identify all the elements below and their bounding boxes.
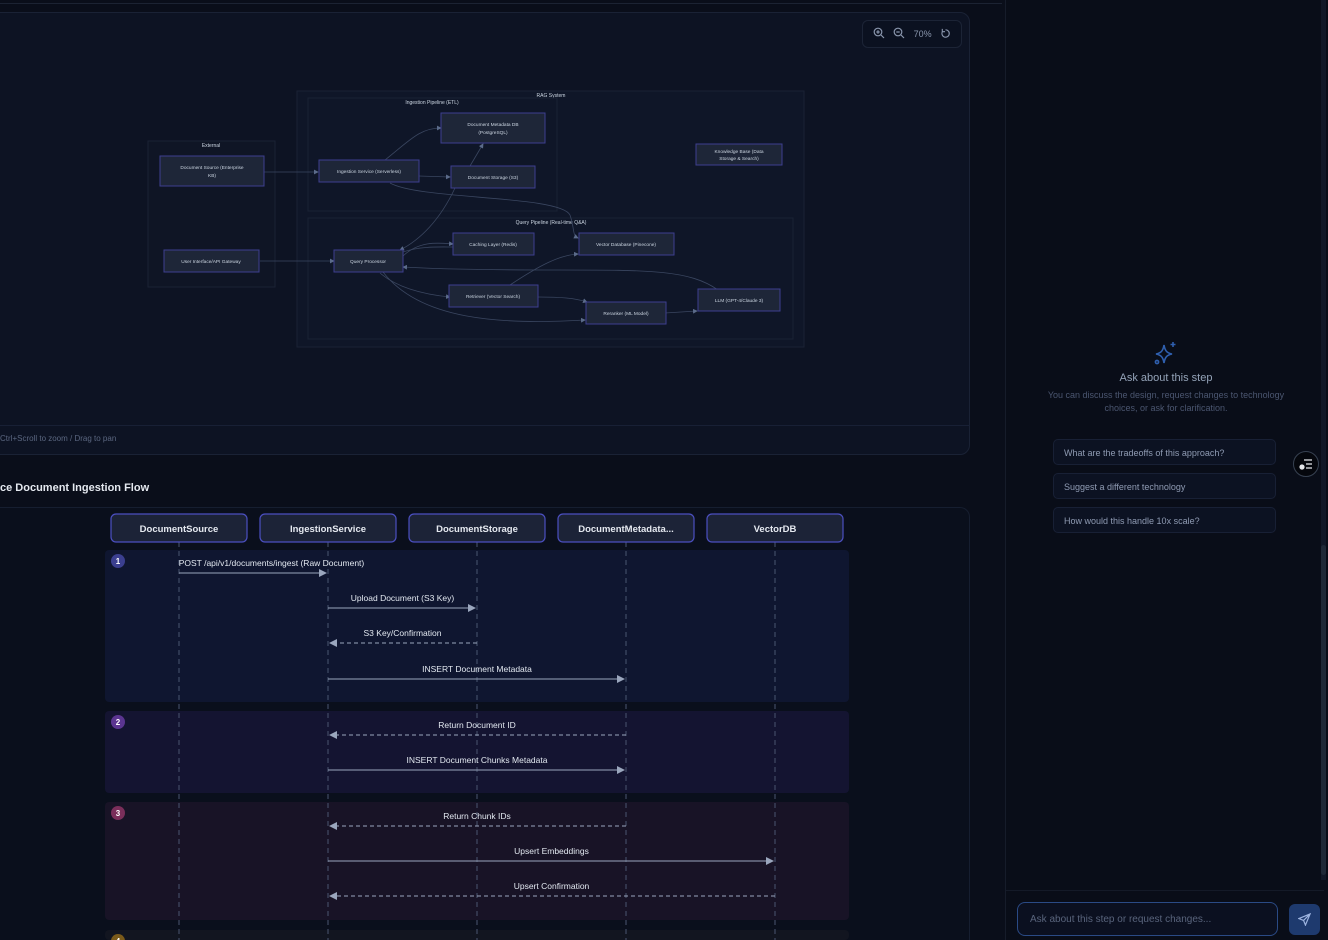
- svg-text:Knowledge Base (Data: Knowledge Base (Data: [714, 149, 763, 155]
- send-button[interactable]: [1289, 904, 1320, 935]
- message-label: POST /api/v1/documents/ingest (Raw Docum…: [179, 558, 365, 568]
- step-number-badge: 1: [111, 554, 125, 568]
- sequence-message: INSERT Document Metadata: [328, 664, 625, 683]
- list-settings-icon: [1299, 459, 1312, 470]
- svg-text:User Interface/API Gateway: User Interface/API Gateway: [181, 259, 241, 265]
- svg-text:Vector Database (Pinecone): Vector Database (Pinecone): [596, 242, 656, 248]
- participant-documentstorage[interactable]: DocumentStorage: [408, 513, 546, 543]
- sequence-message: Upload Document (S3 Key): [328, 593, 476, 612]
- message-label: S3 Key/Confirmation: [364, 628, 442, 638]
- group-label: Query Pipeline (Real-time Q&A): [516, 220, 587, 226]
- group-label: Ingestion Pipeline (ETL): [405, 100, 459, 106]
- step-number-badge: 4: [111, 934, 125, 940]
- svg-text:KB): KB): [208, 173, 216, 179]
- zoom-in-icon[interactable]: [873, 27, 885, 41]
- sequence-message: INSERT Document Chunks Metadata: [328, 755, 625, 774]
- scrollbar[interactable]: [1321, 0, 1326, 880]
- node-vector-database[interactable]: Vector Database (Pinecone): [578, 232, 675, 256]
- svg-text:1: 1: [116, 557, 121, 566]
- node-query-processor[interactable]: Query Processor: [333, 249, 404, 273]
- svg-text:Storage & Search): Storage & Search): [719, 156, 759, 162]
- sequence-message: Upsert Confirmation: [329, 881, 775, 900]
- participant-vectordb[interactable]: VectorDB: [706, 513, 844, 543]
- send-icon: [1298, 913, 1311, 926]
- toggle-panel-button[interactable]: [1293, 451, 1319, 477]
- sparkle-icon: [1154, 342, 1176, 365]
- svg-text:Caching Layer (Redis): Caching Layer (Redis): [469, 242, 517, 248]
- edges: [260, 125, 719, 323]
- zoom-out-icon[interactable]: [893, 27, 905, 41]
- zoom-level: 70%: [913, 29, 932, 39]
- svg-text:Document Source (Enterprise: Document Source (Enterprise: [180, 165, 244, 171]
- sequence-message: Return Chunk IDs: [329, 811, 626, 830]
- participant-documentmetadata[interactable]: DocumentMetadata...: [557, 513, 695, 543]
- message-label: INSERT Document Chunks Metadata: [407, 755, 548, 765]
- node-ingestion-service[interactable]: Ingestion Service (Serverless): [318, 159, 420, 183]
- main-panel: External RAG System Ingestion Pipeline (…: [0, 0, 1005, 940]
- svg-text:LLM (GPT-4/Claude 3): LLM (GPT-4/Claude 3): [715, 298, 764, 304]
- svg-text:Document Metadata DB: Document Metadata DB: [467, 122, 518, 128]
- node-document-storage[interactable]: Document Storage (S3): [450, 165, 536, 189]
- participant-ingestionservice[interactable]: IngestionService: [259, 513, 397, 543]
- svg-text:Query Processor: Query Processor: [350, 259, 386, 265]
- svg-text:DocumentSource: DocumentSource: [140, 524, 219, 535]
- step-number-badge: 2: [111, 715, 125, 729]
- chat-empty-title: Ask about this step: [1119, 372, 1213, 384]
- message-label: Upsert Embeddings: [514, 846, 589, 856]
- step-block-4: 4: [105, 930, 849, 940]
- zoom-controls: 70%: [862, 20, 962, 48]
- sequence-message: POST /api/v1/documents/ingest (Raw Docum…: [179, 558, 365, 577]
- sequence-diagram[interactable]: 1 2 3 4 POST /api/v1/documents/ingest (Raw …: [0, 0, 1005, 940]
- chat-sidebar: Ask about this step You can discuss the …: [1005, 0, 1328, 940]
- chat-empty-state: Ask about this step You can discuss the …: [1046, 340, 1286, 415]
- node-document-source[interactable]: Document Source (Enterprise KB): [159, 155, 265, 187]
- node-reranker[interactable]: Reranker (ML Model): [585, 301, 667, 325]
- architecture-diagram[interactable]: External RAG System Ingestion Pipeline (…: [0, 0, 1005, 455]
- message-label: Upsert Confirmation: [514, 881, 590, 891]
- sequence-title: ce Document Ingestion Flow: [0, 482, 150, 494]
- node-retriever[interactable]: Retriever (Vector Search): [448, 284, 539, 308]
- group-label: External: [202, 143, 220, 149]
- step-number-badge: 3: [111, 806, 125, 820]
- sequence-message: Return Document ID: [329, 720, 626, 739]
- chat-composer: [1006, 890, 1324, 940]
- svg-text:DocumentMetadata...: DocumentMetadata...: [578, 524, 674, 535]
- participant-documentsource[interactable]: DocumentSource: [110, 513, 248, 543]
- chat-input[interactable]: [1017, 902, 1278, 936]
- message-label: INSERT Document Metadata: [422, 664, 532, 674]
- message-label: Upload Document (S3 Key): [351, 593, 455, 603]
- reset-zoom-icon[interactable]: [940, 28, 951, 41]
- suggestion-scale[interactable]: How would this handle 10x scale?: [1053, 507, 1276, 533]
- nodes: Document Source (Enterprise KB) User Inte…: [159, 112, 783, 325]
- svg-text:DocumentStorage: DocumentStorage: [436, 524, 518, 535]
- svg-text:Reranker (ML Model): Reranker (ML Model): [603, 311, 649, 317]
- svg-text:(PostgreSQL): (PostgreSQL): [478, 130, 508, 136]
- message-label: Return Chunk IDs: [443, 811, 511, 821]
- svg-text:VectorDB: VectorDB: [754, 524, 797, 535]
- sequence-message: Upsert Embeddings: [328, 846, 774, 865]
- node-llm[interactable]: LLM (GPT-4/Claude 3): [697, 288, 781, 312]
- svg-text:3: 3: [116, 809, 121, 818]
- svg-text:4: 4: [116, 937, 121, 940]
- zoom-hint: Ctrl+Scroll to zoom / Drag to pan: [0, 425, 970, 443]
- svg-text:IngestionService: IngestionService: [290, 524, 366, 535]
- node-ui-gateway[interactable]: User Interface/API Gateway: [163, 249, 260, 273]
- sequence-message: S3 Key/Confirmation: [329, 628, 477, 647]
- suggestion-tradeoffs[interactable]: What are the tradeoffs of this approach?: [1053, 439, 1276, 465]
- svg-text:Document Storage (S3): Document Storage (S3): [468, 175, 519, 181]
- node-caching-layer[interactable]: Caching Layer (Redis): [452, 232, 535, 256]
- message-label: Return Document ID: [438, 720, 515, 730]
- chat-empty-text: You can discuss the design, request chan…: [1047, 390, 1285, 413]
- node-metadata-db[interactable]: Document Metadata DB (PostgreSQL): [440, 112, 546, 144]
- svg-text:Retriever (Vector Search): Retriever (Vector Search): [466, 294, 521, 300]
- svg-text:Ingestion Service (Serverless): Ingestion Service (Serverless): [337, 169, 401, 175]
- suggestion-different-technology[interactable]: Suggest a different technology: [1053, 473, 1276, 499]
- divider: [0, 3, 1002, 4]
- group-label: RAG System: [537, 93, 566, 99]
- svg-text:2: 2: [116, 718, 121, 727]
